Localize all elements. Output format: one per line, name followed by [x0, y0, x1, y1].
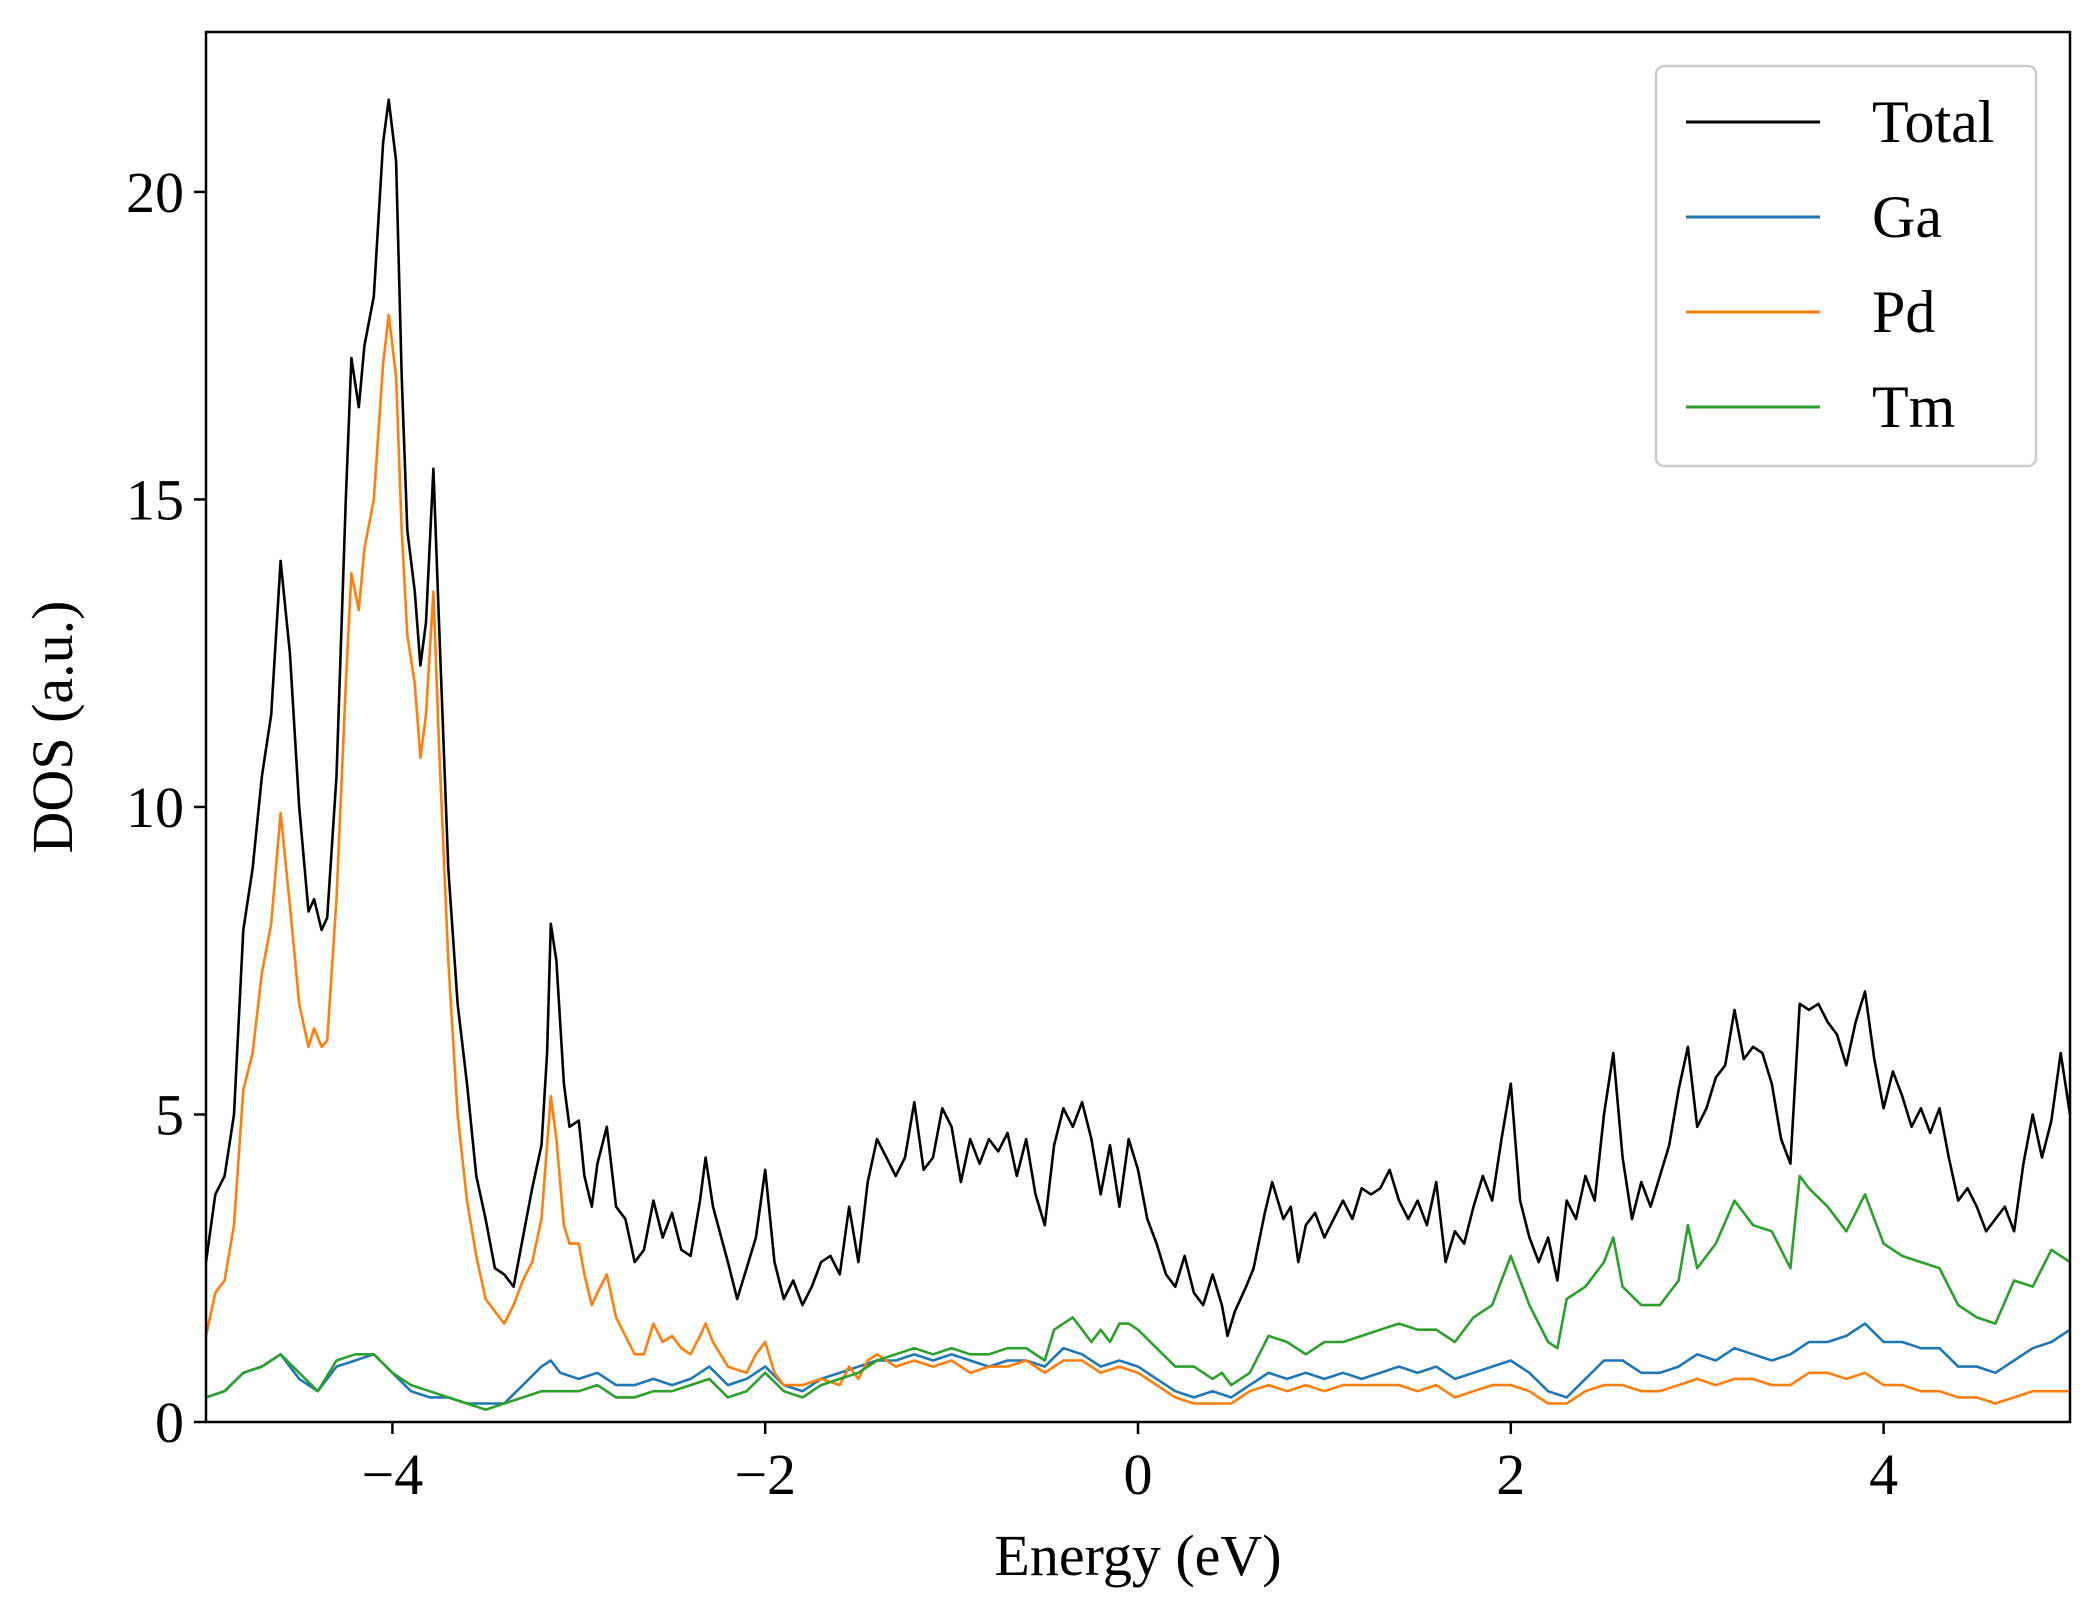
y-tick-label: 20 — [126, 160, 184, 225]
x-axis-label: Energy (eV) — [994, 1523, 1281, 1588]
legend-label-total: Total — [1872, 89, 1994, 155]
series-lines — [204, 98, 2072, 1411]
x-axis: −4 −2 0 2 4 — [362, 1422, 1898, 1507]
y-axis: 0 5 10 15 20 — [126, 160, 206, 1455]
legend: Total Ga Pd Tm — [1654, 64, 2038, 468]
y-axis-label: DOS (a.u.) — [20, 601, 85, 854]
legend-label-tm: Tm — [1872, 374, 1955, 440]
x-tick-label: −4 — [362, 1442, 424, 1507]
y-tick-label: 15 — [126, 467, 184, 532]
x-tick-label: 4 — [1869, 1442, 1898, 1507]
y-tick-label: 5 — [155, 1082, 184, 1147]
series-line-ga — [205, 1322, 2071, 1405]
legend-box — [1654, 64, 2038, 468]
x-tick-label: 2 — [1496, 1442, 1525, 1507]
legend-label-pd: Pd — [1872, 279, 1935, 345]
x-tick-label: −2 — [734, 1442, 796, 1507]
legend-label-ga: Ga — [1872, 184, 1942, 250]
series-line-tm — [205, 1174, 2071, 1411]
series-line-total — [204, 98, 2072, 1338]
y-tick-label: 10 — [126, 775, 184, 840]
x-tick-label: 0 — [1124, 1442, 1153, 1507]
series-line-pd — [204, 313, 2070, 1405]
y-tick-label: 0 — [155, 1390, 184, 1455]
